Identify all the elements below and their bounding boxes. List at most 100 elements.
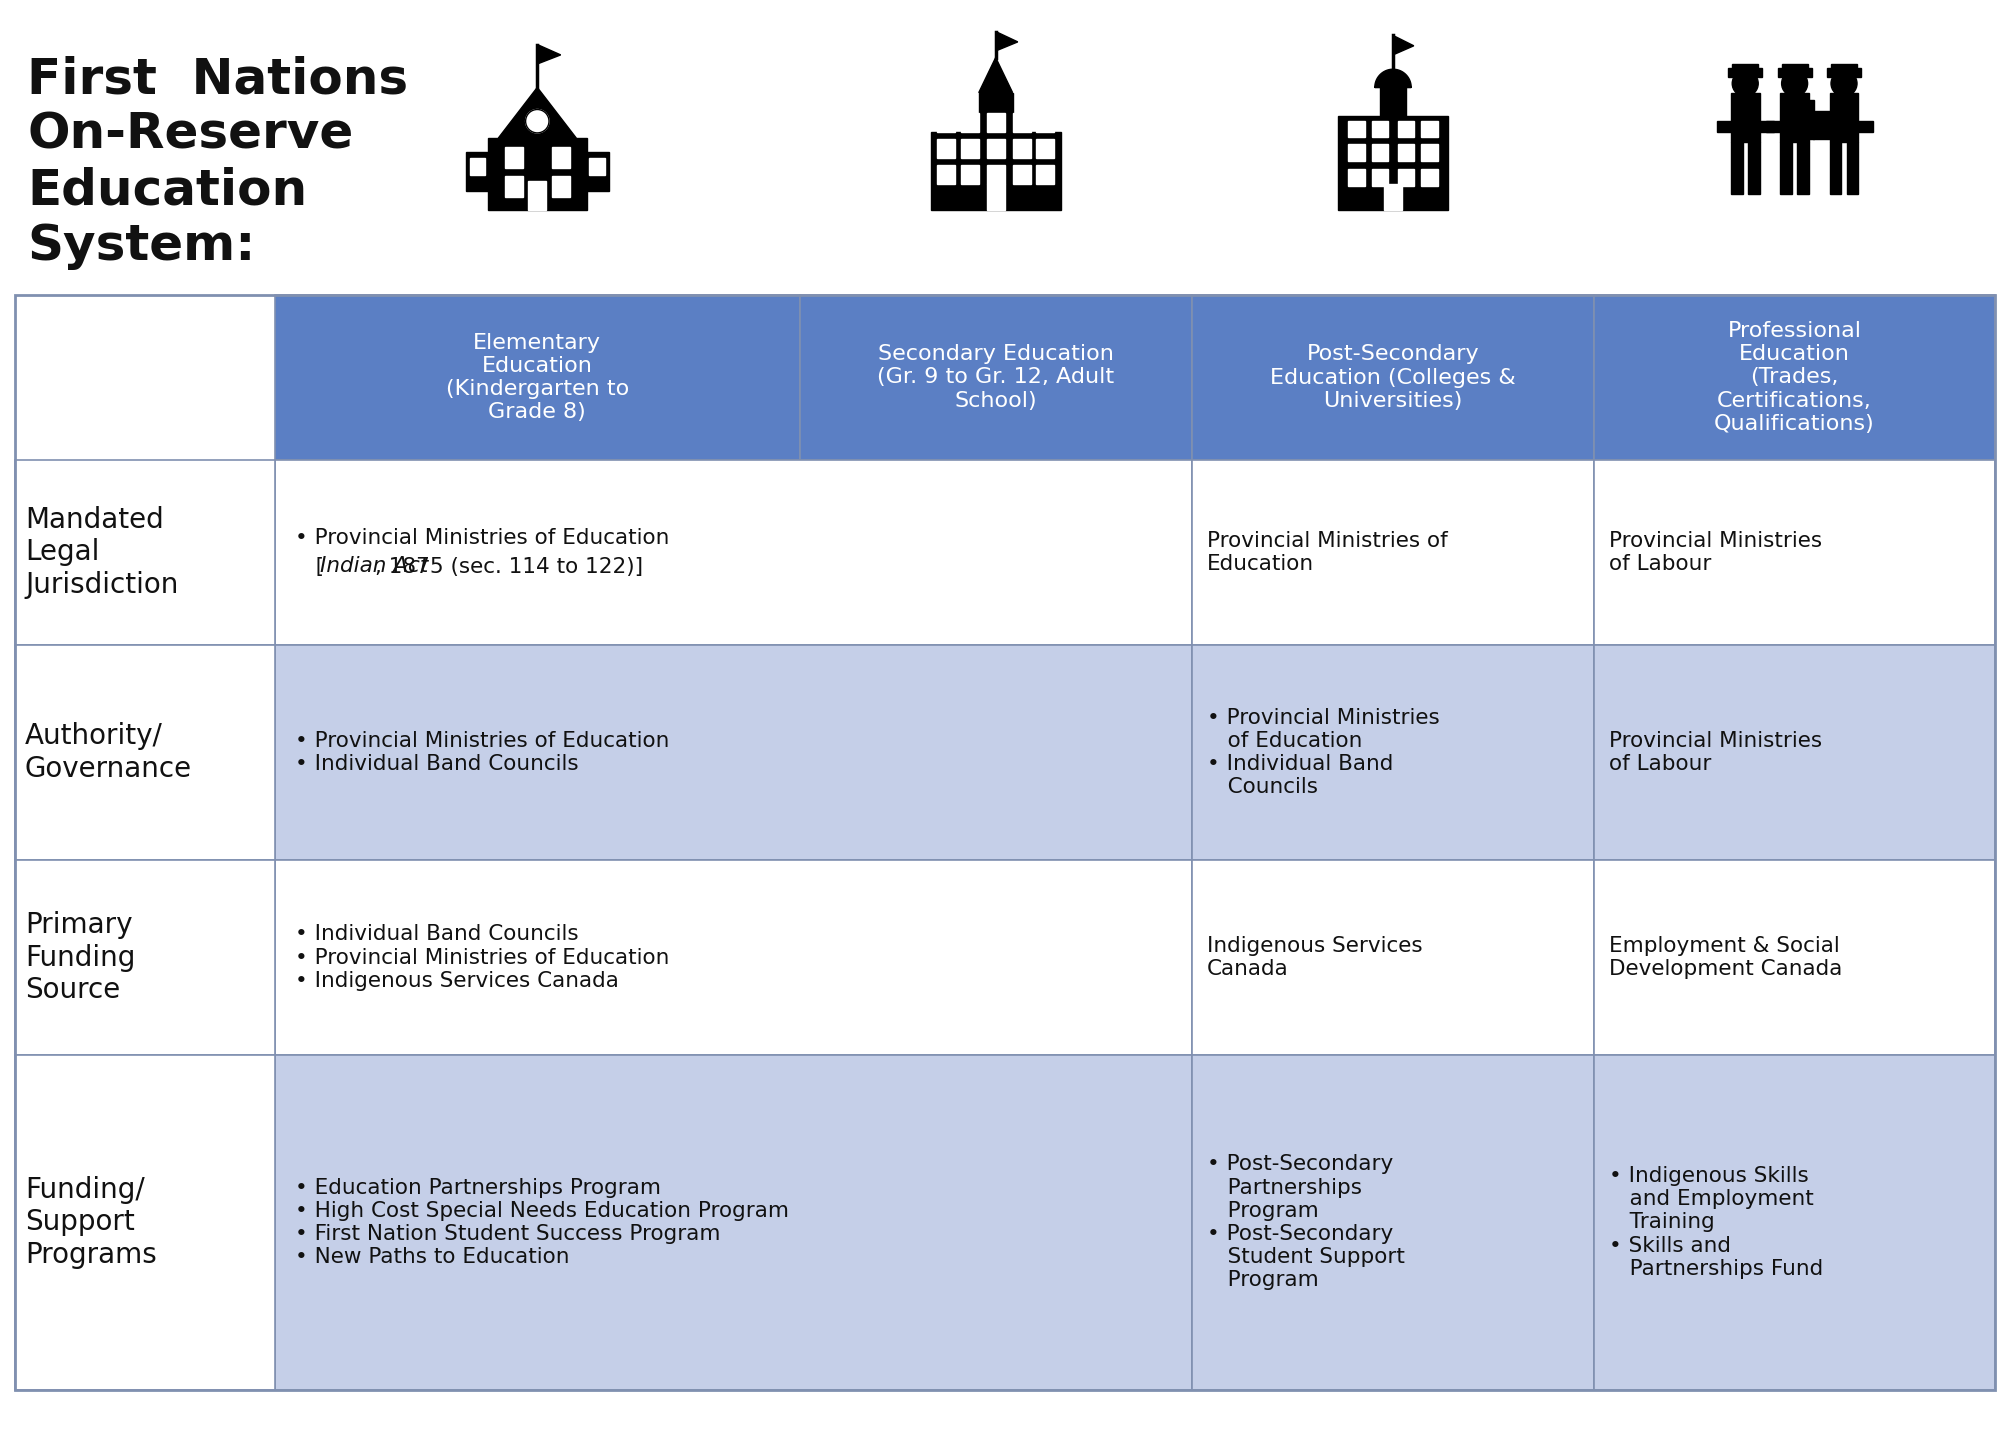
Bar <box>1013 139 1031 157</box>
Bar <box>979 93 1013 132</box>
Text: Provincial Ministries
of Labour: Provincial Ministries of Labour <box>1610 731 1823 774</box>
Bar <box>1371 169 1389 186</box>
Polygon shape <box>498 87 577 138</box>
FancyBboxPatch shape <box>1594 295 1996 461</box>
Bar <box>488 138 587 209</box>
Bar <box>961 113 979 132</box>
Bar <box>1421 121 1437 138</box>
Text: [: [ <box>295 556 324 577</box>
Circle shape <box>1831 71 1857 96</box>
FancyBboxPatch shape <box>1192 295 1594 461</box>
Text: • Provincial Ministries of Education: • Provincial Ministries of Education <box>295 529 669 548</box>
Bar <box>1797 142 1809 195</box>
Polygon shape <box>1375 70 1411 87</box>
FancyBboxPatch shape <box>1192 461 1594 645</box>
Text: Elementary
Education
(Kindergarten to
Grade 8): Elementary Education (Kindergarten to Gr… <box>446 333 629 423</box>
Bar <box>1385 183 1403 209</box>
Polygon shape <box>1393 35 1413 55</box>
Bar <box>1759 121 1773 132</box>
Bar <box>931 132 1061 209</box>
Bar <box>1809 100 1815 139</box>
Text: Indian Act: Indian Act <box>320 556 428 577</box>
Bar <box>1035 113 1053 132</box>
Bar <box>987 113 1005 132</box>
Text: Employment & Social
Development Canada: Employment & Social Development Canada <box>1610 936 1843 979</box>
FancyBboxPatch shape <box>800 295 1192 461</box>
Bar <box>1421 144 1437 161</box>
Bar <box>1349 121 1365 138</box>
Bar <box>1827 68 1861 77</box>
Circle shape <box>525 109 549 132</box>
FancyBboxPatch shape <box>275 461 1192 645</box>
Bar <box>937 166 955 183</box>
Bar <box>466 153 488 192</box>
FancyBboxPatch shape <box>275 645 1192 860</box>
Circle shape <box>1781 71 1807 96</box>
FancyBboxPatch shape <box>1594 1055 1996 1391</box>
Bar <box>1397 144 1415 161</box>
Bar <box>1813 110 1833 139</box>
Bar <box>1859 121 1873 132</box>
FancyBboxPatch shape <box>1594 645 1996 860</box>
Bar <box>1013 113 1031 132</box>
Bar <box>937 113 955 132</box>
Bar <box>1717 121 1731 132</box>
FancyBboxPatch shape <box>1192 645 1594 860</box>
Polygon shape <box>995 32 1017 51</box>
Text: , 1875 (sec. 114 to 122)]: , 1875 (sec. 114 to 122)] <box>376 556 643 577</box>
Bar <box>551 176 569 196</box>
Bar <box>1781 64 1807 71</box>
Bar <box>1371 144 1389 161</box>
Bar <box>961 139 979 157</box>
Text: Professional
Education
(Trades,
Certifications,
Qualifications): Professional Education (Trades, Certific… <box>1715 321 1875 434</box>
Text: • Indigenous Skills
   and Employment
   Training
• Skills and
   Partnerships F: • Indigenous Skills and Employment Train… <box>1610 1167 1823 1279</box>
Bar <box>1349 169 1365 186</box>
Circle shape <box>1733 71 1759 96</box>
Bar <box>1733 64 1759 71</box>
Text: Mandated
Legal
Jurisdiction: Mandated Legal Jurisdiction <box>24 506 179 599</box>
Bar <box>470 157 484 174</box>
Text: Primary
Funding
Source: Primary Funding Source <box>24 911 135 1004</box>
Text: • Provincial Ministries of Education
• Individual Band Councils: • Provincial Ministries of Education • I… <box>295 731 669 774</box>
Text: System:: System: <box>26 222 255 270</box>
Bar <box>585 153 609 192</box>
Text: Post-Secondary
Education (Colleges &
Universities): Post-Secondary Education (Colleges & Uni… <box>1270 344 1516 411</box>
Bar <box>961 166 979 183</box>
Text: • Provincial Ministries
   of Education
• Individual Band
   Councils: • Provincial Ministries of Education • I… <box>1206 708 1439 798</box>
Text: Secondary Education
(Gr. 9 to Gr. 12, Adult
School): Secondary Education (Gr. 9 to Gr. 12, Ad… <box>876 344 1114 411</box>
FancyBboxPatch shape <box>1594 461 1996 645</box>
FancyBboxPatch shape <box>14 860 275 1055</box>
Bar <box>1397 121 1415 138</box>
Bar <box>1777 68 1811 77</box>
Bar <box>505 176 523 196</box>
Bar <box>937 139 955 157</box>
FancyBboxPatch shape <box>14 1055 275 1391</box>
Text: • Individual Band Councils
• Provincial Ministries of Education
• Indigenous Ser: • Individual Band Councils • Provincial … <box>295 924 669 991</box>
Text: Provincial Ministries
of Labour: Provincial Ministries of Labour <box>1610 530 1823 574</box>
Text: • Education Partnerships Program
• High Cost Special Needs Education Program
• F: • Education Partnerships Program • High … <box>295 1178 790 1267</box>
Text: Indigenous Services
Canada: Indigenous Services Canada <box>1206 936 1423 979</box>
FancyBboxPatch shape <box>275 295 800 461</box>
Bar <box>529 182 547 209</box>
Bar <box>1767 121 1781 132</box>
FancyBboxPatch shape <box>1192 860 1594 1055</box>
Text: Provincial Ministries of
Education: Provincial Ministries of Education <box>1206 530 1447 574</box>
Bar <box>1381 87 1407 116</box>
Bar <box>589 157 605 174</box>
FancyBboxPatch shape <box>14 645 275 860</box>
Bar <box>1729 68 1763 77</box>
Bar <box>1013 166 1031 183</box>
Bar <box>1397 169 1415 186</box>
FancyBboxPatch shape <box>1594 860 1996 1055</box>
FancyBboxPatch shape <box>275 860 1192 1055</box>
Bar <box>1731 93 1759 142</box>
Text: First  Nations: First Nations <box>26 55 408 103</box>
Polygon shape <box>537 45 561 64</box>
Bar <box>1035 139 1053 157</box>
Text: Education: Education <box>26 167 308 215</box>
Bar <box>1831 64 1857 71</box>
FancyBboxPatch shape <box>1192 1055 1594 1391</box>
Bar <box>1035 166 1053 183</box>
Bar <box>1731 142 1743 195</box>
FancyBboxPatch shape <box>275 1055 1192 1391</box>
